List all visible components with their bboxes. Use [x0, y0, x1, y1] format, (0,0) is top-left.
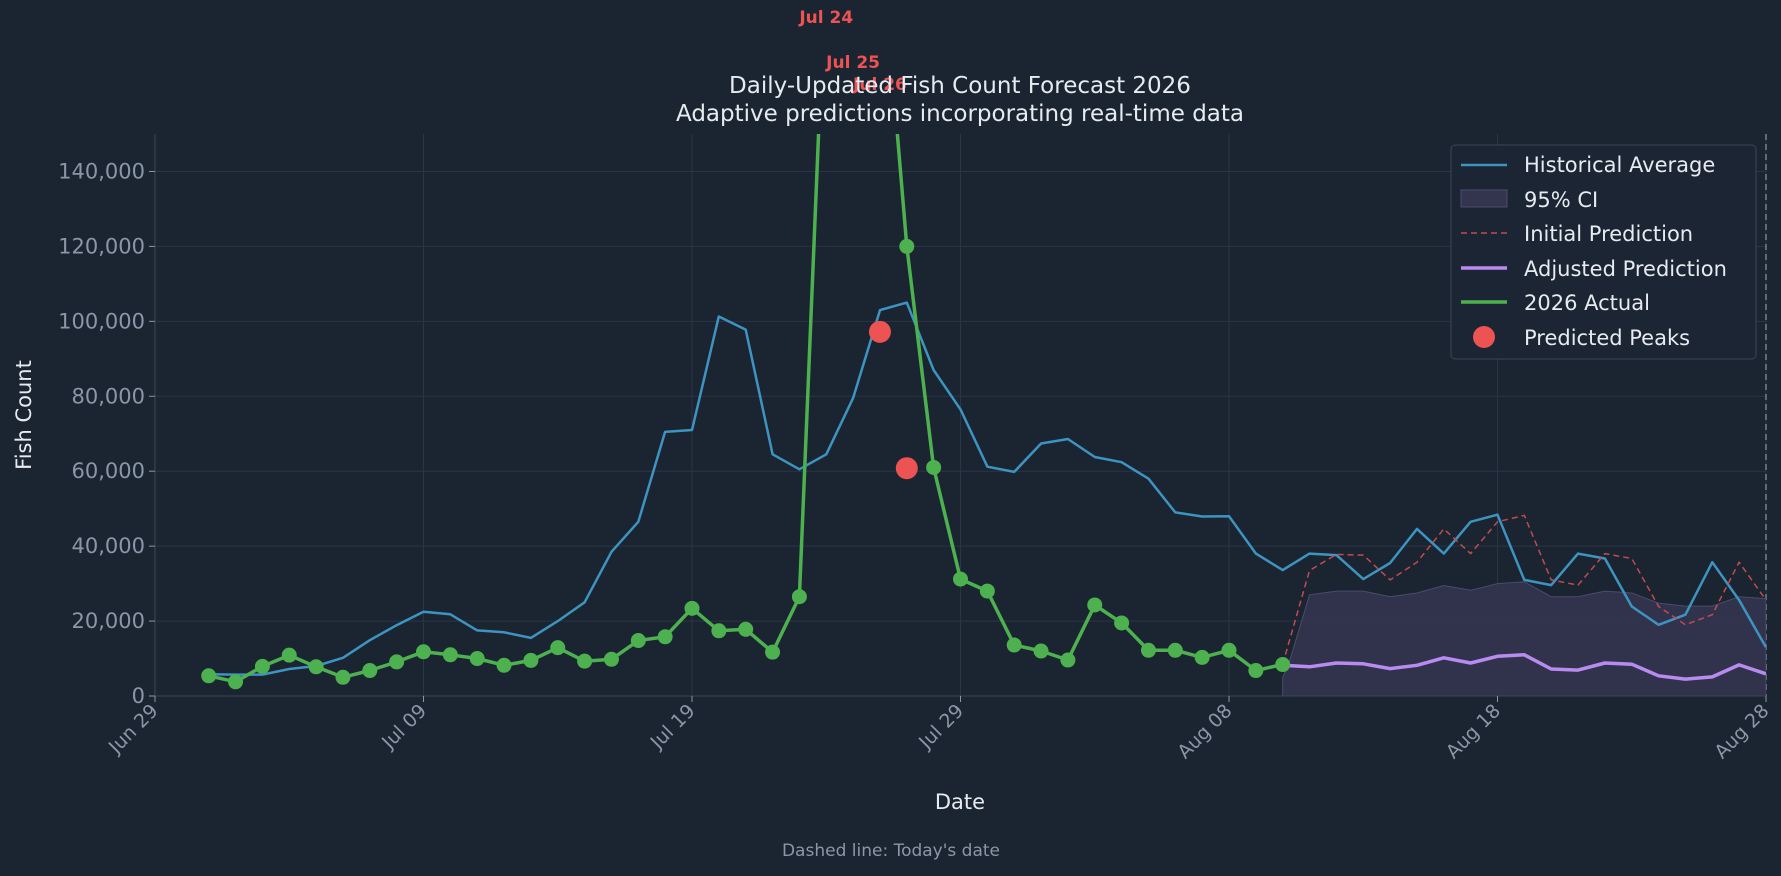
legend-label-peaks: Predicted Peaks [1524, 326, 1690, 350]
actual-point [1087, 597, 1103, 613]
y-axis-label: Fish Count [12, 360, 36, 470]
y-tick-label: 140,000 [58, 159, 145, 183]
actual-point [630, 633, 646, 649]
actual-point [1033, 643, 1049, 659]
actual-point [442, 647, 458, 663]
actual-point [953, 571, 968, 587]
y-tick-label: 0 [132, 684, 145, 708]
y-tick-label: 120,000 [58, 234, 145, 258]
actual-point [1275, 657, 1291, 673]
actual-point [308, 659, 324, 675]
actual-point [201, 668, 217, 684]
predicted-peak-marker [868, 320, 891, 343]
actual-point [1248, 663, 1264, 679]
actual-point [389, 654, 405, 670]
actual-point [254, 658, 270, 674]
actual-point [228, 674, 244, 690]
peak-date-label: Jul 25 [825, 53, 880, 73]
actual-point [416, 644, 431, 660]
actual-point [469, 651, 485, 667]
actual-point [711, 623, 727, 639]
initial-prediction-line [1281, 514, 1766, 665]
y-ticks: 0 20,000 40,000 60,000 80,000 100,000 120,000 1… [58, 159, 155, 708]
legend-box [1450, 144, 1757, 360]
actual-point [281, 647, 297, 663]
legend-label-actual: 2026 Actual [1524, 291, 1650, 315]
actual-point [926, 459, 942, 475]
actual-point [577, 653, 593, 669]
actual-point [1114, 615, 1130, 631]
legend-swatch-ci [1460, 189, 1508, 208]
peak-date-label: Jul 24 [798, 8, 853, 28]
peak-date-label: Jul 26 [852, 75, 907, 95]
actual-point [1167, 642, 1183, 658]
y-tick-label: 60,000 [72, 459, 145, 483]
legend: Historical Average 95% CI Initial Predic… [1450, 144, 1757, 360]
actual-point [979, 583, 995, 599]
points-layer [201, 238, 1291, 690]
actual-point [1194, 649, 1210, 665]
adjusted-prediction-line [1282, 653, 1766, 681]
actual-point [1221, 642, 1237, 658]
actual-point [1006, 637, 1022, 653]
historical-average-line [208, 301, 1766, 676]
actual-point [791, 589, 807, 605]
actual-point [657, 629, 673, 645]
actual-point [523, 652, 539, 668]
legend-label-historical: Historical Average [1524, 153, 1715, 177]
actual-point [603, 651, 619, 667]
actual-point [765, 644, 781, 660]
y-tick-label: 80,000 [72, 384, 145, 408]
predicted-peak-marker [895, 457, 918, 480]
actual-point [335, 669, 351, 685]
actual-point [1060, 652, 1076, 668]
chart-title: Daily-Updated Fish Count Forecast 2026 [729, 73, 1191, 99]
actual-point [1140, 642, 1156, 658]
actual-point [899, 238, 915, 254]
y-tick-label: 100,000 [58, 309, 145, 333]
actual-point [496, 657, 512, 673]
actual-point [550, 640, 566, 656]
actual-point [684, 600, 700, 616]
legend-swatch-peaks [1473, 326, 1495, 348]
x-axis-label: Date [935, 790, 985, 814]
footnote: Dashed line: Today's date [782, 841, 1000, 861]
legend-label-adjusted: Adjusted Prediction [1524, 257, 1727, 281]
actual-point [738, 621, 754, 637]
actual-point [362, 663, 378, 679]
chart-subtitle: Adaptive predictions incorporating real-… [676, 101, 1244, 127]
legend-label-ci: 95% CI [1524, 188, 1598, 212]
y-tick-label: 20,000 [72, 609, 145, 633]
legend-label-initial: Initial Prediction [1524, 222, 1693, 246]
y-tick-label: 40,000 [72, 534, 145, 558]
